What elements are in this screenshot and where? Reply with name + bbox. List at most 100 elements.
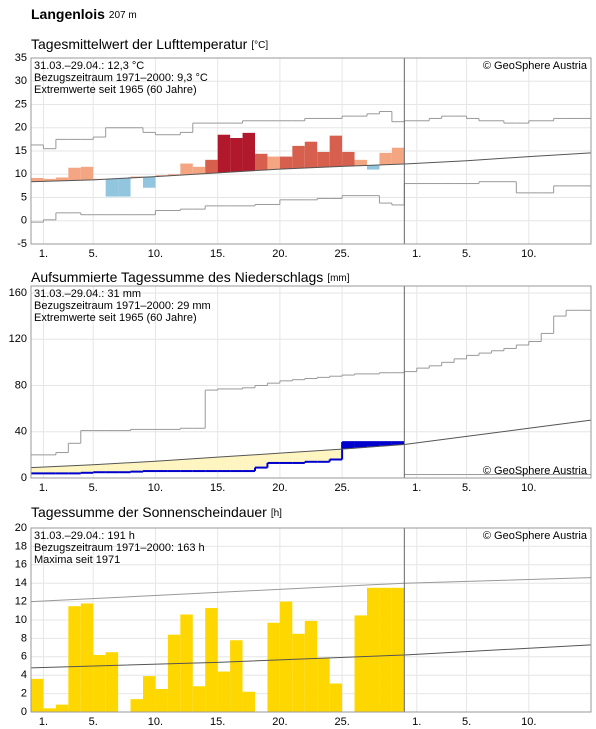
bar — [217, 671, 231, 712]
info-text: Bezugszeitraum 1971–2000: 9,3 °C — [34, 72, 208, 84]
deviation-area — [180, 459, 193, 472]
x-tick-label: 10. — [521, 716, 536, 728]
y-tick-label: 5 — [21, 191, 27, 203]
y-tick-label: -5 — [17, 238, 27, 250]
chart-panel: Tagessumme der Sonnenscheindauer [h] 0 2 4 6 8… — [15, 504, 592, 728]
anomaly-bar — [31, 177, 44, 182]
y-tick-label: 14 — [15, 577, 27, 589]
reference-line — [30, 152, 592, 183]
bar — [279, 601, 293, 712]
x-tick-label: 25. — [334, 716, 349, 728]
copyright: © GeoSphere Austria — [483, 530, 588, 542]
info-text: Bezugszeitraum 1971–2000: 29 mm — [34, 300, 211, 312]
title-unit: [mm] — [327, 273, 349, 284]
deviation-area — [118, 462, 131, 473]
y-tick-label: 10 — [15, 614, 27, 626]
bar — [80, 603, 94, 712]
bar — [192, 686, 206, 712]
anomaly-bar — [379, 152, 392, 165]
x-tick-label: 10. — [521, 482, 536, 494]
info-text: 31.03.–29.04.: 191 h — [34, 530, 135, 542]
deviation-area — [242, 455, 255, 472]
x-tick-label: 5. — [462, 716, 471, 728]
x-tick-label: 1. — [39, 716, 48, 728]
x-tick-label: 25. — [334, 482, 349, 494]
anomaly-bar — [255, 153, 268, 171]
deviation-area — [68, 465, 81, 474]
deviation-area — [205, 457, 218, 472]
chart-title: Tagessumme der Sonnenscheindauer [h] — [31, 504, 282, 520]
y-tick-label: 20 — [15, 122, 27, 134]
anomaly-bar — [304, 141, 318, 168]
info-text: Maxima seit 1971 — [34, 554, 120, 566]
title-unit: [°C] — [251, 40, 268, 51]
anomaly-bar — [80, 166, 94, 181]
anomaly-bar — [180, 163, 193, 175]
anomaly-bar — [230, 137, 243, 172]
deviation-area — [279, 452, 293, 463]
y-tick-label: 0 — [21, 706, 27, 718]
deviation-area — [31, 467, 44, 474]
chart-panel: Aufsummierte Tagessumme des Niederschlag… — [9, 269, 592, 494]
deviation-area — [230, 455, 243, 472]
bar — [155, 689, 168, 712]
deviation-area — [155, 460, 168, 472]
copyright: © GeoSphere Austria — [483, 60, 588, 72]
anomaly-bar — [329, 135, 343, 167]
y-tick-label: 4 — [21, 669, 27, 681]
x-tick-label: 10. — [521, 248, 536, 260]
plot-frame — [30, 527, 592, 713]
deviation-area — [105, 463, 119, 473]
station-header: Langenlois 207 m — [31, 6, 137, 22]
title-unit: [h] — [271, 508, 282, 519]
y-tick-label: 8 — [21, 632, 27, 644]
x-tick-label: 1. — [412, 248, 421, 260]
bar — [68, 606, 81, 712]
deviation-area — [391, 442, 405, 445]
anomaly-bar — [143, 176, 156, 188]
anomaly-bar — [242, 132, 255, 171]
y-tick-label: 0 — [21, 215, 27, 227]
anomaly-bar — [317, 151, 330, 168]
bar — [43, 708, 56, 712]
deviation-area — [354, 442, 367, 448]
y-tick-label: 40 — [15, 426, 27, 438]
deviation-area — [329, 449, 343, 460]
y-tick-label: 2 — [21, 688, 27, 700]
copyright: © GeoSphere Austria — [483, 465, 588, 477]
anomaly-bar — [279, 156, 293, 169]
plot-background — [31, 286, 591, 478]
x-tick-label: 10. — [148, 248, 163, 260]
x-tick-label: 5. — [462, 482, 471, 494]
bar — [367, 587, 380, 712]
x-tick-label: 5. — [89, 482, 98, 494]
bar — [379, 587, 392, 712]
deviation-area — [93, 464, 106, 473]
deviation-area — [367, 442, 380, 447]
y-tick-label: 25 — [15, 98, 27, 110]
reference-line — [30, 644, 592, 669]
bar — [130, 699, 143, 712]
bar — [205, 608, 218, 712]
y-tick-label: 6 — [21, 651, 27, 663]
deviation-area — [217, 456, 231, 472]
info-text: Extremwerte seit 1965 (60 Jahre) — [34, 312, 197, 324]
bar — [242, 691, 255, 712]
y-tick-label: 15 — [15, 145, 27, 157]
anomaly-bar — [354, 159, 367, 166]
bar — [105, 652, 119, 712]
reference-line — [30, 419, 592, 469]
anomaly-bar — [155, 175, 168, 177]
bar — [230, 640, 243, 712]
x-tick-label: 20. — [272, 482, 287, 494]
bar — [292, 633, 305, 712]
plot-frame — [30, 285, 592, 479]
y-tick-label: 20 — [15, 522, 27, 534]
x-tick-label: 5. — [462, 248, 471, 260]
bar — [167, 634, 181, 712]
anomaly-bar — [391, 147, 405, 165]
info-text: Extremwerte seit 1965 (60 Jahre) — [34, 84, 197, 96]
bar — [317, 657, 330, 712]
bar — [31, 678, 44, 712]
